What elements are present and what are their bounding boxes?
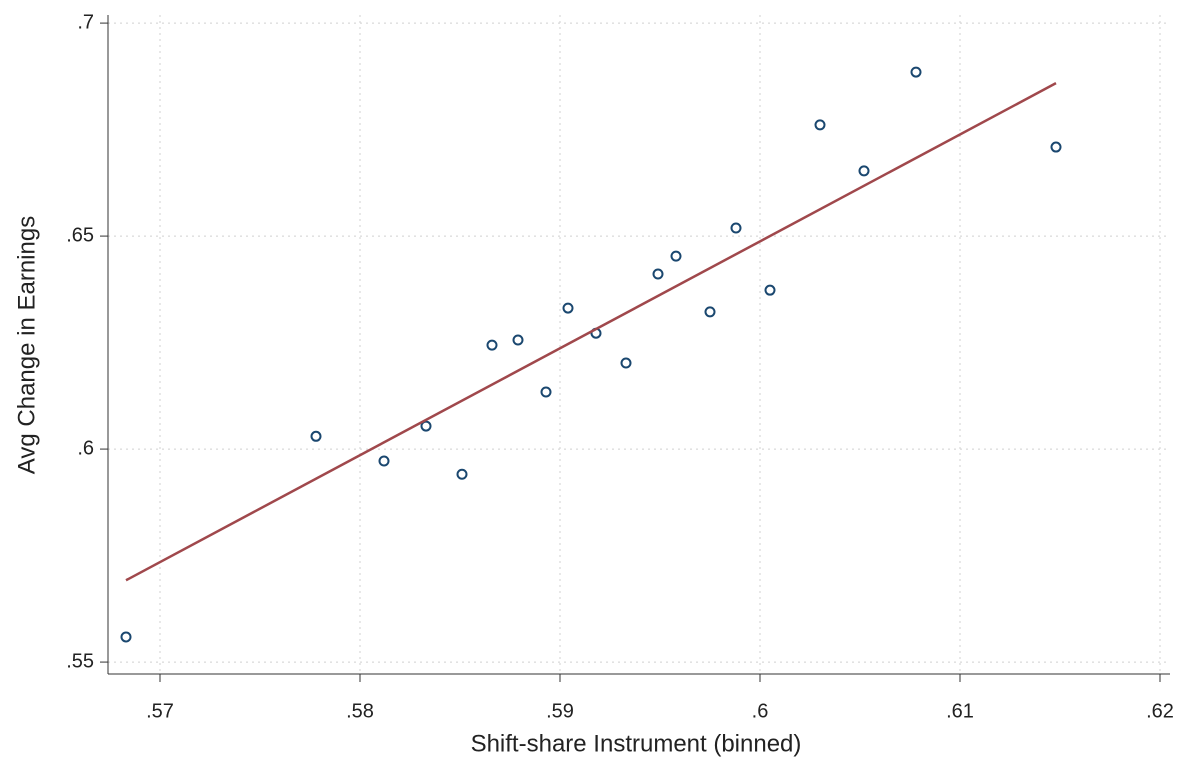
point — [910, 66, 922, 78]
point — [120, 631, 132, 643]
y-axis-title: Avg Change in Earnings — [13, 216, 40, 474]
point — [730, 222, 742, 234]
point — [814, 119, 826, 131]
y-tick-label: .7 — [77, 11, 94, 33]
point — [562, 302, 574, 314]
x-tick-label: .61 — [946, 700, 974, 722]
point — [378, 455, 390, 467]
point — [620, 357, 632, 369]
point — [670, 250, 682, 262]
x-tick-label: .62 — [1146, 700, 1174, 722]
x-axis-title: Shift-share Instrument (binned) — [471, 730, 802, 757]
point — [652, 268, 664, 280]
point — [858, 165, 870, 177]
x-tick-label: .58 — [346, 700, 374, 722]
x-tick-label: .57 — [146, 700, 174, 722]
y-tick-label: .6 — [77, 437, 94, 459]
point — [310, 430, 322, 442]
point — [704, 306, 716, 318]
point — [456, 468, 468, 480]
point — [486, 339, 498, 351]
x-tick-label: .6 — [752, 700, 769, 722]
y-tick-label: .65 — [66, 224, 94, 246]
point — [1050, 141, 1062, 153]
point — [420, 420, 432, 432]
y-tick-label: .55 — [66, 650, 94, 672]
point — [512, 334, 524, 346]
point — [540, 386, 552, 398]
fit-line — [125, 82, 1057, 582]
point — [764, 284, 776, 296]
x-tick-label: .59 — [546, 700, 574, 722]
